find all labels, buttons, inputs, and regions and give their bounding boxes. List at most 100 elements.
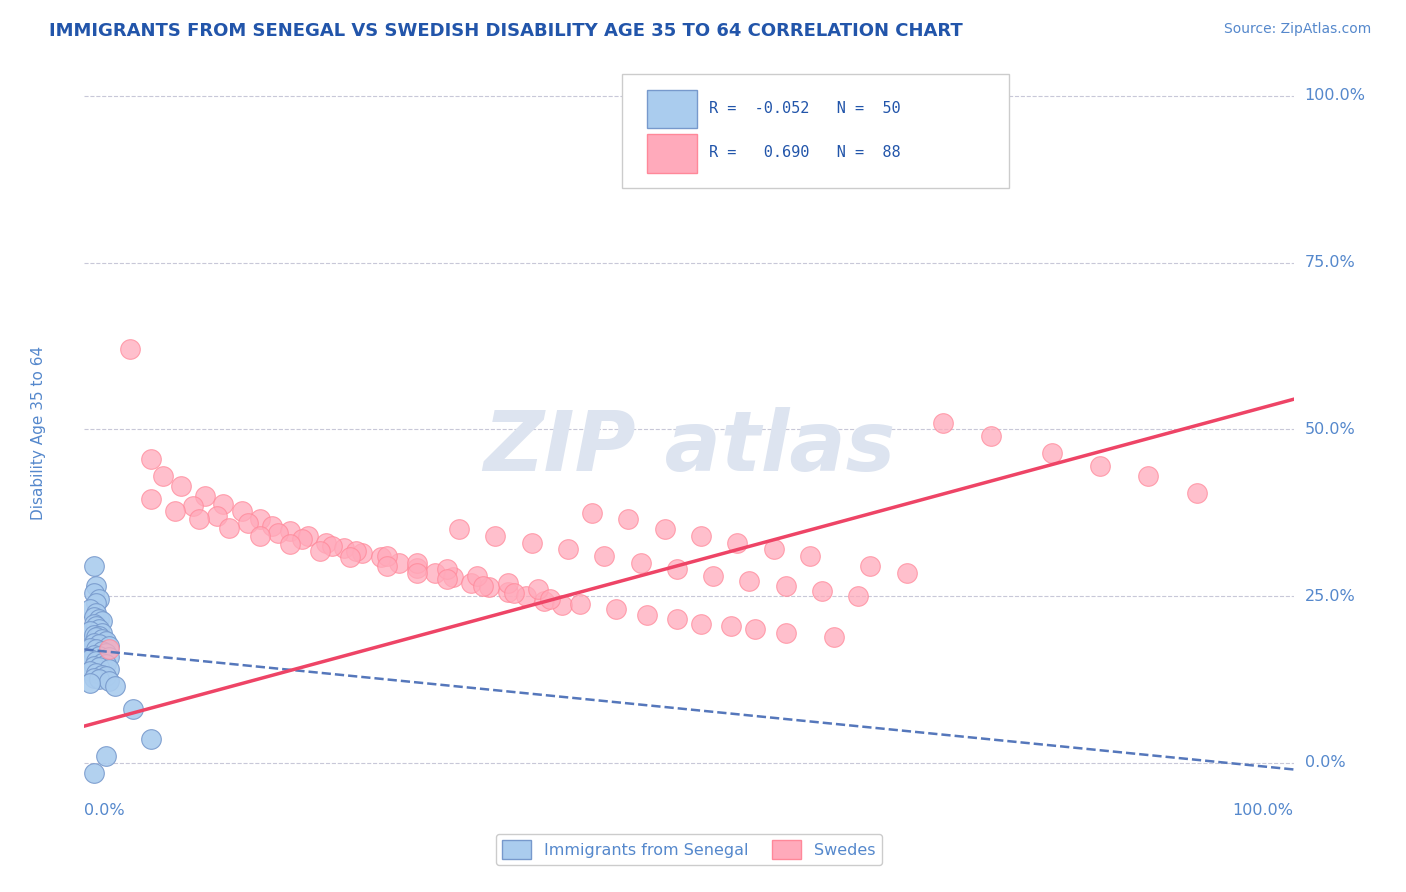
Point xyxy=(249,512,271,526)
Point xyxy=(278,537,301,551)
Point xyxy=(104,679,127,693)
Point xyxy=(315,535,337,549)
Point xyxy=(87,612,110,626)
Point xyxy=(94,646,117,660)
Point xyxy=(87,623,110,637)
Text: R =   0.690   N =  88: R = 0.690 N = 88 xyxy=(710,145,901,161)
Point xyxy=(484,529,506,543)
Point xyxy=(231,503,253,517)
Text: IMMIGRANTS FROM SENEGAL VS SWEDISH DISABILITY AGE 35 TO 64 CORRELATION CHART: IMMIGRANTS FROM SENEGAL VS SWEDISH DISAB… xyxy=(49,22,963,40)
Text: 75.0%: 75.0% xyxy=(1305,255,1355,270)
Point xyxy=(83,648,105,662)
Point xyxy=(278,524,301,538)
Point xyxy=(388,556,411,570)
Point xyxy=(86,631,108,645)
Point xyxy=(339,550,361,565)
Point xyxy=(83,585,105,599)
Point xyxy=(321,539,343,553)
Point xyxy=(375,549,398,563)
Point xyxy=(86,579,108,593)
Point xyxy=(97,639,120,653)
Point xyxy=(762,542,785,557)
Point xyxy=(472,579,495,593)
Point xyxy=(775,579,797,593)
Point xyxy=(744,623,766,637)
Point xyxy=(97,674,120,689)
Point xyxy=(406,556,429,570)
Point xyxy=(654,522,676,536)
Point xyxy=(86,596,108,610)
Point xyxy=(823,631,845,645)
Point xyxy=(87,592,110,607)
Text: 25.0%: 25.0% xyxy=(1305,589,1355,604)
Point xyxy=(79,652,101,666)
Point xyxy=(91,667,114,681)
Point xyxy=(260,519,283,533)
Point xyxy=(181,499,204,513)
Point xyxy=(617,512,640,526)
Point xyxy=(630,556,652,570)
Point xyxy=(406,566,429,580)
Point xyxy=(460,575,482,590)
Point xyxy=(97,650,120,665)
Point xyxy=(83,610,105,624)
Point xyxy=(333,541,356,555)
Text: 50.0%: 50.0% xyxy=(1305,422,1355,437)
Point xyxy=(467,569,489,583)
Point xyxy=(702,569,724,583)
Point xyxy=(932,416,955,430)
Point xyxy=(91,625,114,640)
Point xyxy=(520,535,543,549)
Point xyxy=(79,624,101,638)
Point xyxy=(375,559,398,574)
Point xyxy=(725,535,748,549)
Point xyxy=(79,641,101,656)
Point xyxy=(86,665,108,680)
Point xyxy=(441,570,464,584)
Point xyxy=(249,529,271,543)
Point xyxy=(527,582,550,597)
Point xyxy=(1088,458,1111,473)
Point xyxy=(738,574,761,589)
Point xyxy=(94,657,117,671)
Point xyxy=(605,602,627,616)
Text: ZIP atlas: ZIP atlas xyxy=(482,407,896,488)
Point xyxy=(436,562,458,576)
Point xyxy=(980,429,1002,443)
Point xyxy=(86,642,108,657)
Point xyxy=(91,632,114,647)
Point xyxy=(139,492,162,507)
Point xyxy=(846,589,869,603)
Point xyxy=(799,549,821,563)
Point xyxy=(720,619,742,633)
Point xyxy=(194,489,217,503)
Point xyxy=(478,580,501,594)
Point xyxy=(83,765,105,780)
Point xyxy=(87,660,110,674)
FancyBboxPatch shape xyxy=(647,90,697,128)
Point xyxy=(449,522,471,536)
Point xyxy=(346,543,368,558)
Point xyxy=(236,516,259,530)
Text: Source: ZipAtlas.com: Source: ZipAtlas.com xyxy=(1223,22,1371,37)
Point xyxy=(690,529,713,543)
Point xyxy=(83,659,105,673)
Point xyxy=(86,654,108,668)
Point xyxy=(87,637,110,651)
Point xyxy=(665,562,688,576)
Point xyxy=(406,561,429,575)
Point xyxy=(496,585,519,599)
Point xyxy=(139,732,162,747)
Point xyxy=(859,559,882,574)
Point xyxy=(170,479,193,493)
Point xyxy=(309,543,332,558)
Point xyxy=(165,503,187,517)
Point xyxy=(515,589,537,603)
Point xyxy=(91,644,114,658)
Point xyxy=(557,542,579,557)
Point xyxy=(665,612,688,626)
Point xyxy=(436,573,458,587)
FancyBboxPatch shape xyxy=(647,135,697,173)
Point xyxy=(139,452,162,467)
Point xyxy=(896,566,918,580)
